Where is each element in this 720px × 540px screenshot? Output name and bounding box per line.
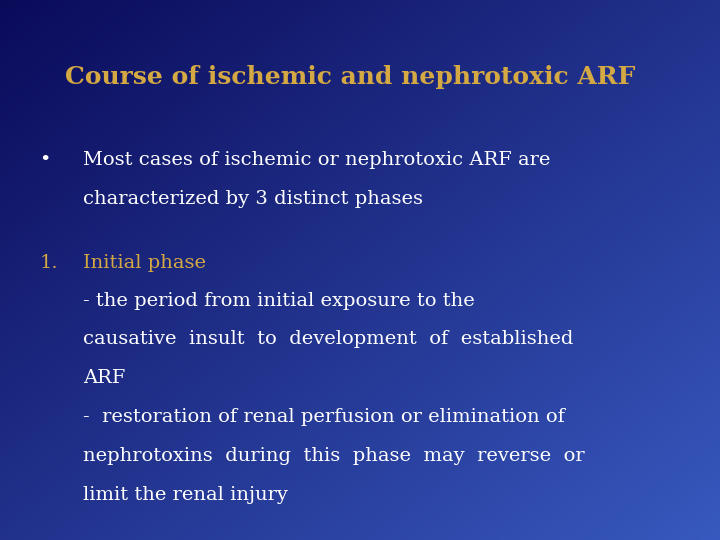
Text: - the period from initial exposure to the: - the period from initial exposure to th… [83,292,474,309]
Text: ARF: ARF [83,369,125,387]
Text: characterized by 3 distinct phases: characterized by 3 distinct phases [83,190,423,208]
Text: Course of ischemic and nephrotoxic ARF: Course of ischemic and nephrotoxic ARF [65,65,635,89]
Text: •: • [40,151,51,169]
Text: Most cases of ischemic or nephrotoxic ARF are: Most cases of ischemic or nephrotoxic AR… [83,151,550,169]
Text: nephrotoxins  during  this  phase  may  reverse  or: nephrotoxins during this phase may rever… [83,447,585,465]
Text: 1.: 1. [40,254,58,272]
Text: Initial phase: Initial phase [83,254,206,272]
Text: limit the renal injury: limit the renal injury [83,486,288,504]
Text: -  restoration of renal perfusion or elimination of: - restoration of renal perfusion or elim… [83,408,564,426]
Text: causative  insult  to  development  of  established: causative insult to development of estab… [83,330,573,348]
